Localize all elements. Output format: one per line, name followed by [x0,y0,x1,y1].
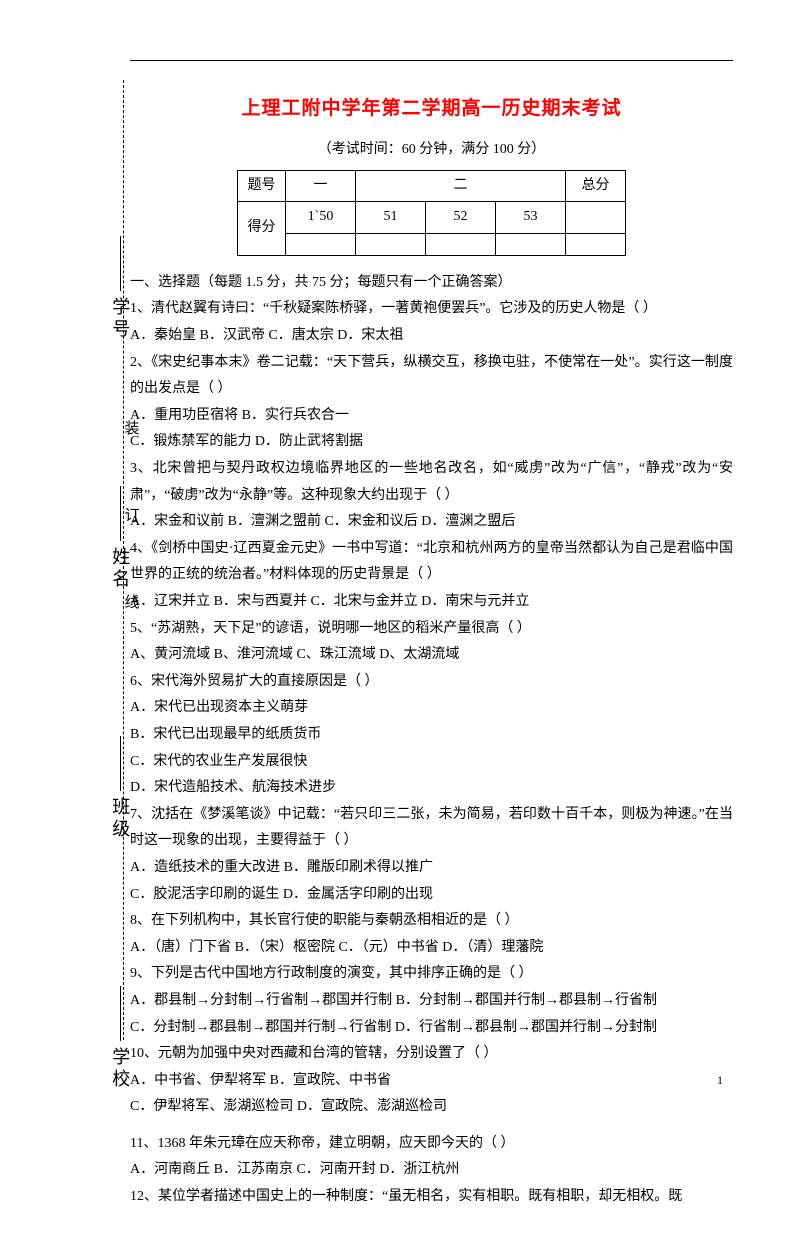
table-row: 题号 一 二 总分 [238,170,626,202]
score-table: 题号 一 二 总分 得分 1`50 51 52 53 [237,170,626,256]
blank-cell [426,233,496,255]
th-total: 总分 [566,170,626,202]
page-content: 上理工附中学年第二学期高一历史期末考试 （考试时间：60 分钟，满分 100 分… [0,0,793,1251]
th-two: 二 [356,170,566,202]
td-1-50: 1`50 [286,202,356,234]
q7-options-1: A．造纸技术的重大改进 B．雕版印刷术得以推广 [130,855,733,882]
td-52: 52 [426,202,496,234]
exam-subtitle: （考试时间：60 分钟，满分 100 分） [130,137,733,164]
q6-d: D．宋代造船技术、航海技术进步 [130,775,733,802]
q12: 12、某位学者描述中国史上的一种制度：“虽无相名，实有相职。既有相职，却无相权。… [130,1184,733,1211]
th-tihao: 题号 [238,170,286,202]
q2: 2、《宋史纪事本末》卷二记载：“天下营兵，纵横交互，移换屯驻，不使常在一处”。实… [130,350,733,403]
questions: 一、选择题（每题 1.5 分，共 75 分；每题只有一个正确答案） 1、清代赵翼… [130,270,733,1211]
q9: 9、下列是古代中国地方行政制度的演变，其中排序正确的是（ ） [130,961,733,988]
q5: 5、“苏湖熟，天下足”的谚语，说明哪一地区的稻米产量很高（ ） [130,616,733,643]
th-one: 一 [286,170,356,202]
q2-options-2: C．锻炼禁军的能力 D．防止武将割据 [130,429,733,456]
q4: 4、《剑桥中国史·辽西夏金元史》一书中写道：“北京和杭州两方的皇帝当然都认为自己… [130,536,733,589]
td-53: 53 [496,202,566,234]
q6: 6、宋代海外贸易扩大的直接原因是（ ） [130,669,733,696]
blank-cell [356,233,426,255]
q2-options-1: A．重用功臣宿将 B．实行兵农合一 [130,403,733,430]
td-51: 51 [356,202,426,234]
q11-options: A．河南商丘 B．江苏南京 C．河南开封 D．浙江杭州 [130,1157,733,1184]
q11: 11、1368 年朱元璋在应天称帝，建立明朝，应天即今天的（ ） [130,1131,733,1158]
q4-options: A．辽宋并立 B．宋与西夏并 C．北宋与金并立 D．南宋与元并立 [130,589,733,616]
td-defen: 得分 [238,202,286,256]
q1: 1、清代赵翼有诗曰：“千秋疑案陈桥驿，一著黄袍便罢兵”。它涉及的历史人物是（ ） [130,296,733,323]
q10-options-1: A．中书省、伊犁将军 B．宣政院、中书省 [130,1068,733,1095]
q10: 10、元朝为加强中央对西藏和台湾的管辖，分别设置了（ ） [130,1041,733,1068]
q5-options: A、黄河流域 B、淮河流域 C、珠江流域 D、太湖流域 [130,642,733,669]
td-total-blank [566,202,626,234]
q6-a: A．宋代已出现资本主义萌芽 [130,695,733,722]
q6-c: C．宋代的农业生产发展很快 [130,749,733,776]
q3: 3、北宋曾把与契丹政权边境临界地区的一些地名改名，如“威虏”改为“广信”，“静戎… [130,456,733,509]
q8: 8、在下列机构中，其长官行使的职能与秦朝丞相相近的是（ ） [130,908,733,935]
q7: 7、沈括在《梦溪笔谈》中记载：“若只印三二张，未为简易，若印数十百千本，则极为神… [130,802,733,855]
table-row [238,233,626,255]
q3-options: A．宋金和议前 B．澶渊之盟前 C．宋金和议后 D．澶渊之盟后 [130,509,733,536]
q9-options-2: C．分封制→郡县制→郡国并行制→行省制 D．行省制→郡县制→郡国并行制→分封制 [130,1015,733,1042]
top-rule [130,60,733,61]
exam-title: 上理工附中学年第二学期高一历史期末考试 [130,91,733,127]
section-heading: 一、选择题（每题 1.5 分，共 75 分；每题只有一个正确答案） [130,270,733,297]
page-number: 1 [717,1069,723,1092]
q6-b: B．宋代已出现最早的纸质货币 [130,722,733,749]
q8-options: A．（唐）门下省 B．（宋）枢密院 C．（元）中书省 D．（清）理藩院 [130,935,733,962]
spacer [130,1121,733,1131]
q1-options: A．秦始皇 B．汉武帝 C．唐太宗 D．宋太祖 [130,323,733,350]
q9-options-1: A．郡县制→分封制→行省制→郡国并行制 B．分封制→郡国并行制→郡县制→行省制 [130,988,733,1015]
q7-options-2: C．胶泥活字印刷的诞生 D．金属活字印刷的出现 [130,882,733,909]
blank-cell [286,233,356,255]
q10-options-2: C．伊犁将军、澎湖巡检司 D．宣政院、澎湖巡检司 [130,1094,733,1121]
blank-cell [496,233,566,255]
table-row: 得分 1`50 51 52 53 [238,202,626,234]
blank-cell [566,233,626,255]
